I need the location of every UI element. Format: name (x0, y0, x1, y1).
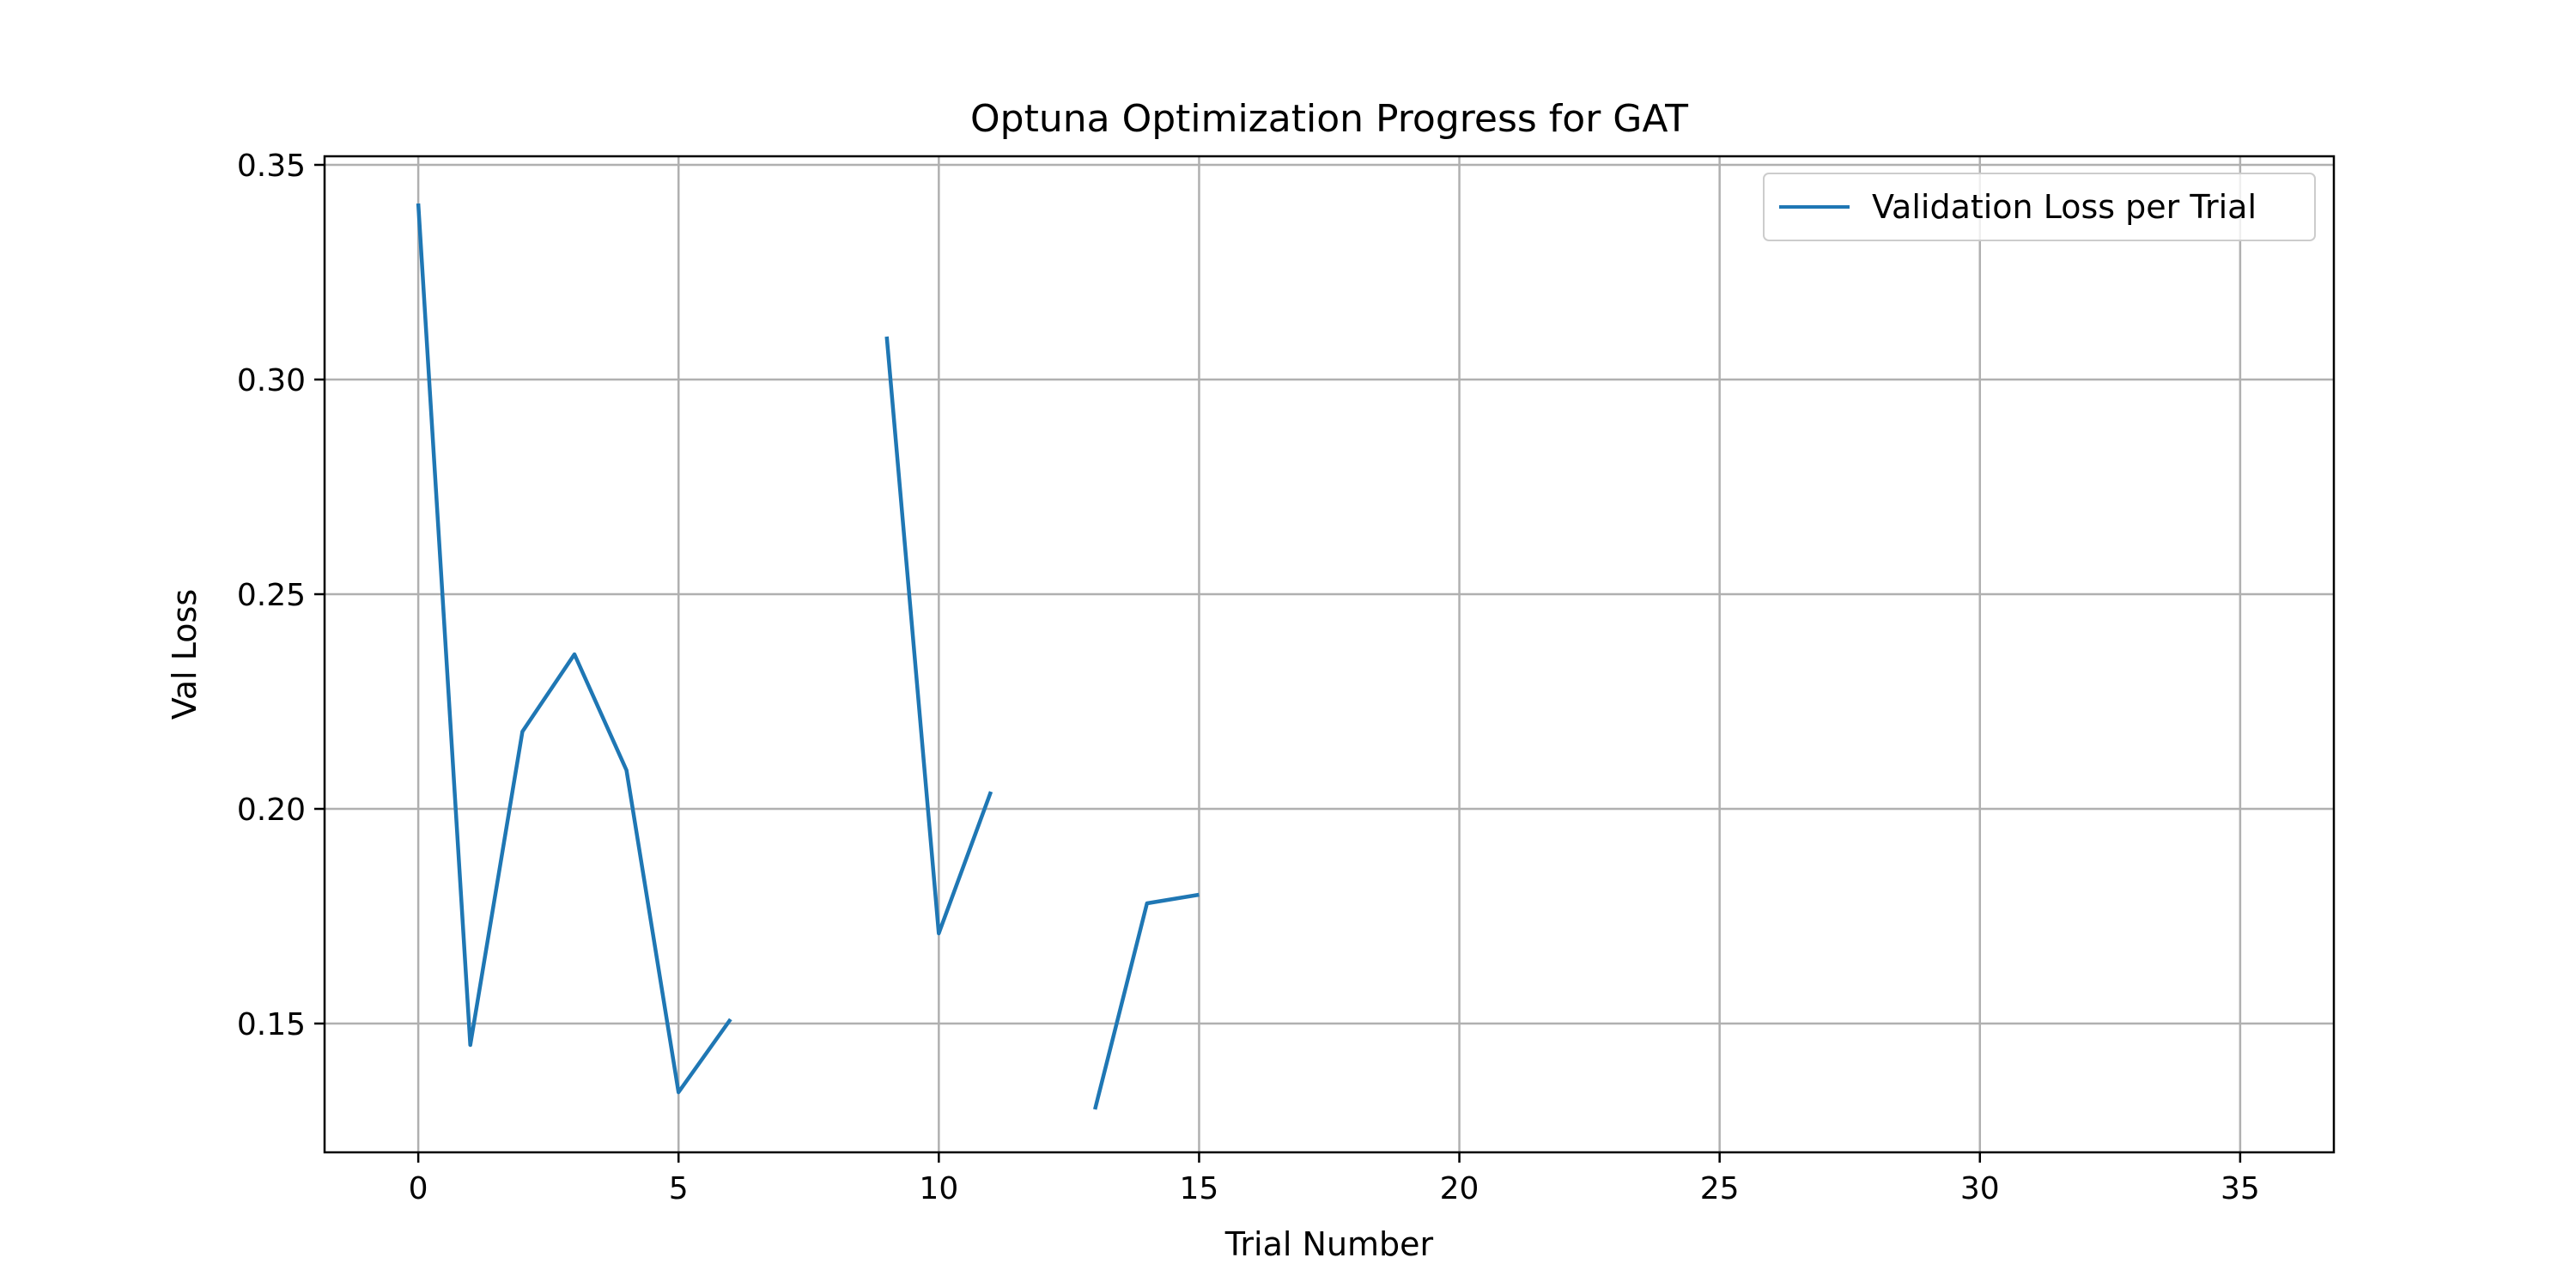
x-tick-label: 30 (1960, 1171, 2000, 1206)
plot-frame (323, 155, 2336, 1154)
y-tick-label: 0.20 (237, 793, 306, 828)
y-tick-label: 0.25 (237, 578, 306, 613)
legend-box (1763, 173, 2316, 241)
y-tick-label: 0.35 (237, 149, 306, 184)
series-line-segment (1093, 892, 1200, 1110)
chart-title: Optuna Optimization Progress for GAT (970, 97, 1688, 141)
x-tick-label: 0 (409, 1171, 428, 1206)
series-line-segment (884, 336, 993, 936)
series-line-segment (416, 203, 732, 1095)
legend-label: Validation Loss per Trial (1872, 188, 2257, 226)
ticks: 0 5 10 15 20 25 30 35 0.15 0.20 0.25 0.30 0.35 (237, 149, 2260, 1206)
plot-area (325, 156, 2334, 1152)
x-tick-label: 25 (1700, 1171, 1740, 1206)
x-tick-label: 5 (669, 1171, 689, 1206)
x-tick-label: 15 (1180, 1171, 1219, 1206)
grid (325, 156, 2334, 1152)
x-tick-label: 35 (2221, 1171, 2260, 1206)
x-tick-label: 20 (1440, 1171, 1479, 1206)
x-axis-label: Trial Number (1224, 1225, 1434, 1263)
y-tick-label: 0.15 (237, 1007, 306, 1042)
x-tick-label: 10 (919, 1171, 958, 1206)
y-tick-label: 0.30 (237, 363, 306, 398)
series-layer (416, 203, 1200, 1110)
legend: Validation Loss per Trial (1763, 173, 2316, 241)
y-axis-label: Val Loss (166, 589, 204, 720)
